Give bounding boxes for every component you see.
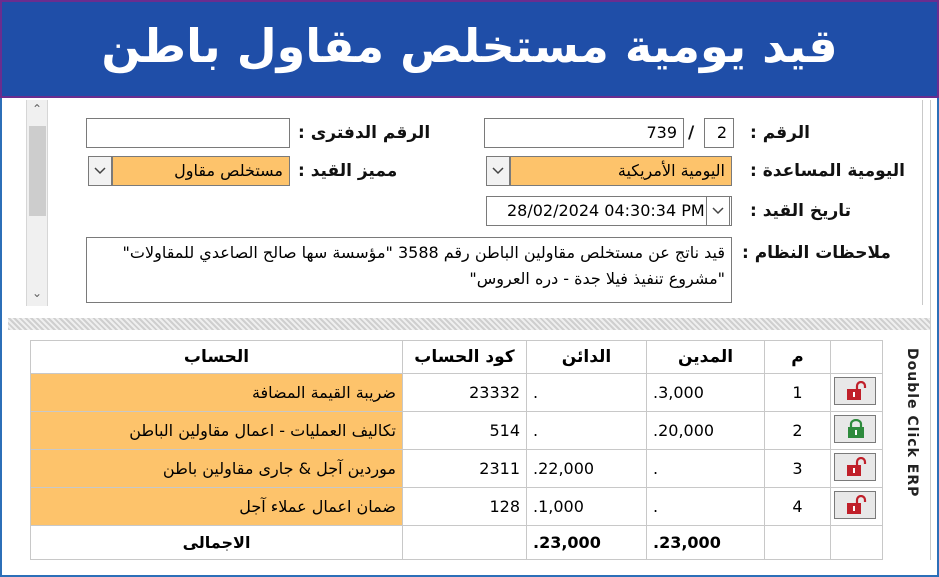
journal-dropdown-button[interactable]: [486, 156, 510, 186]
credit-cell[interactable]: .: [526, 373, 647, 412]
index-cell: 2: [764, 411, 831, 450]
debit-cell[interactable]: .: [646, 449, 765, 488]
credit-cell[interactable]: 1,000.: [526, 487, 647, 526]
entry-type-select[interactable]: مستخلص مقاول: [112, 156, 290, 186]
total-label: الاجمالى: [30, 525, 403, 560]
code-cell[interactable]: 514: [402, 411, 527, 450]
entry-type-label: مميز القيد :: [298, 161, 398, 181]
panel-divider: [922, 100, 923, 305]
number-label: الرقم :: [750, 123, 810, 143]
scroll-down-icon[interactable]: ⌄: [31, 286, 43, 300]
account-cell[interactable]: ضمان اعمال عملاء آجل: [30, 487, 403, 526]
header-code[interactable]: كود الحساب: [402, 340, 527, 374]
total-lock-cell: [830, 525, 883, 560]
lock-cell: [830, 411, 883, 450]
lock-cell: [830, 449, 883, 488]
table-row[interactable]: ضمان اعمال عملاء آجل 128 1,000. . 4: [30, 487, 883, 526]
code-cell[interactable]: 2311: [402, 449, 527, 488]
number-field[interactable]: 739: [484, 118, 684, 148]
chevron-down-icon: [492, 167, 504, 175]
total-index-cell: [764, 525, 831, 560]
credit-cell[interactable]: 22,000.: [526, 449, 647, 488]
scroll-thumb[interactable]: [29, 126, 46, 216]
account-cell[interactable]: ضريبة القيمة المضافة: [30, 373, 403, 412]
total-code-cell: [402, 525, 527, 560]
table-row[interactable]: تكاليف العمليات - اعمال مقاولين الباطن 5…: [30, 411, 883, 450]
header-lock: [830, 340, 883, 374]
header-credit[interactable]: الدائن: [526, 340, 647, 374]
header-index[interactable]: م: [764, 340, 831, 374]
grid-header-row: الحساب كود الحساب الدائن المدين م: [30, 340, 883, 374]
index-cell: 1: [764, 373, 831, 412]
number-prefix-field[interactable]: 2: [704, 118, 734, 148]
page-title: قيد يومية مستخلص مقاول باطن: [101, 19, 838, 73]
splitter-bar[interactable]: [8, 318, 930, 330]
unlock-button[interactable]: [834, 376, 876, 405]
journal-lines-grid: الحساب كود الحساب الدائن المدين م ضريبة …: [30, 340, 883, 560]
account-cell[interactable]: تكاليف العمليات - اعمال مقاولين الباطن: [30, 411, 403, 450]
book-number-label: الرقم الدفترى :: [298, 123, 431, 143]
unlock-red-icon: [847, 456, 867, 476]
notes-label: ملاحظات النظام :: [742, 243, 891, 263]
lock-cell: [830, 487, 883, 526]
unlock-button[interactable]: [834, 452, 876, 481]
header-debit[interactable]: المدين: [646, 340, 765, 374]
book-number-field[interactable]: [86, 118, 290, 148]
table-row[interactable]: ضريبة القيمة المضافة 23332 . 3,000. 1: [30, 373, 883, 412]
scroll-up-icon[interactable]: ⌃: [31, 102, 43, 116]
side-caption: Double Click ERP: [904, 348, 920, 498]
debit-cell[interactable]: 3,000.: [646, 373, 765, 412]
title-banner: قيد يومية مستخلص مقاول باطن: [0, 0, 939, 98]
index-cell: 3: [764, 449, 831, 488]
entry-type-dropdown-button[interactable]: [88, 156, 112, 186]
total-row: الاجمالى 23,000. 23,000.: [30, 525, 883, 560]
unlock-red-icon: [847, 380, 867, 400]
header-account[interactable]: الحساب: [30, 340, 403, 374]
index-cell: 4: [764, 487, 831, 526]
lock-cell: [830, 373, 883, 412]
journal-select[interactable]: اليومية الأمريكية: [510, 156, 732, 186]
total-debit: 23,000.: [646, 525, 765, 560]
credit-cell[interactable]: .: [526, 411, 647, 450]
system-notes-field[interactable]: قيد ناتج عن مستخلص مقاولين الباطن رقم 35…: [86, 237, 732, 303]
code-cell[interactable]: 23332: [402, 373, 527, 412]
chevron-down-icon: [712, 207, 724, 215]
chevron-down-icon: [94, 167, 106, 175]
unlock-red-icon: [847, 494, 867, 514]
journal-label: اليومية المساعدة :: [750, 161, 905, 181]
panel-divider: [930, 100, 931, 560]
header-scrollbar[interactable]: ⌃ ⌄: [26, 100, 48, 306]
table-row[interactable]: موردين آجل & جارى مقاولين باطن 2311 22,0…: [30, 449, 883, 488]
code-cell[interactable]: 128: [402, 487, 527, 526]
date-label: تاريخ القيد :: [750, 201, 852, 221]
account-cell[interactable]: موردين آجل & جارى مقاولين باطن: [30, 449, 403, 488]
date-dropdown-button[interactable]: [706, 196, 730, 226]
debit-cell[interactable]: 20,000.: [646, 411, 765, 450]
debit-cell[interactable]: .: [646, 487, 765, 526]
lock-button[interactable]: [834, 414, 876, 443]
lock-green-icon: [848, 418, 864, 438]
date-field[interactable]: 28/02/2024 04:30:34 PM: [486, 196, 732, 226]
number-separator: /: [688, 123, 695, 143]
unlock-button[interactable]: [834, 490, 876, 519]
total-credit: 23,000.: [526, 525, 647, 560]
